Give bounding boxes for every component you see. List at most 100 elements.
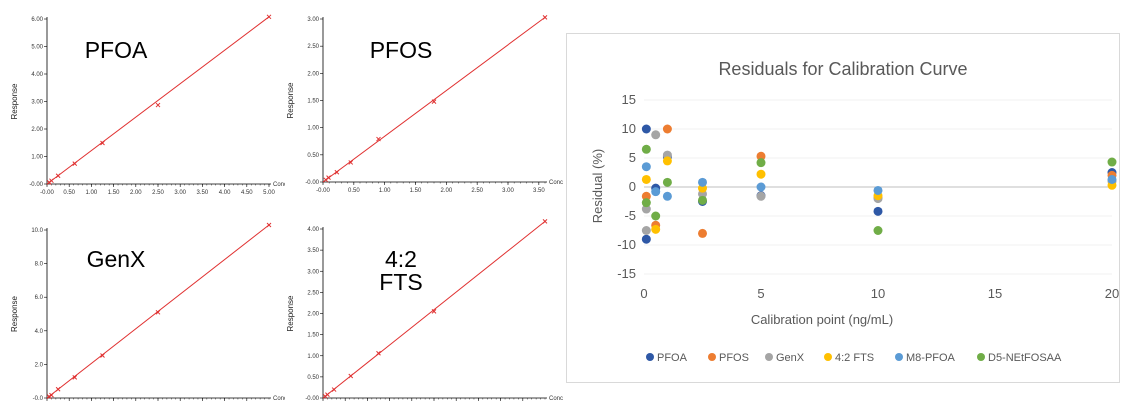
calibration-chart-pfoa: -0.00 1.00 2.00 3.00 4.00 5.00 6.00 -0.00 0.50 1.…	[0, 0, 287, 205]
calibration-point	[49, 392, 54, 398]
y-tick-label: 10.0	[31, 228, 43, 234]
legend-item: D5-NEtFOSAA	[977, 352, 1062, 364]
legend-item: PFOA	[646, 352, 688, 364]
y-tick-label: 2.00	[307, 71, 319, 77]
legend-item: PFOS	[708, 352, 749, 364]
residuals-chart: Residuals for Calibration Curve Calibrat…	[566, 33, 1120, 383]
point-marker-stroke	[55, 386, 61, 392]
chart-area-border	[566, 33, 1120, 383]
legend-label: 4:2 FTS	[835, 352, 874, 364]
residual-point	[651, 187, 661, 197]
legend-label: GenX	[776, 352, 805, 364]
calibration-point	[55, 386, 61, 392]
y-tick-label: 5.00	[31, 45, 43, 51]
point-marker-stroke	[348, 160, 354, 165]
x-axis-label: Conc	[549, 396, 563, 402]
compound-label: GenX	[87, 246, 146, 272]
point-marker-stroke	[55, 173, 61, 179]
calibration-chart-pfoa-svg: -0.00 1.00 2.00 3.00 4.00 5.00 6.00 -0.00 0.50 1.…	[10, 14, 287, 196]
calibration-chart-fts: -0.000.501.001.502.002.503.003.504.00-0.…	[285, 203, 570, 408]
point-marker-stroke	[49, 392, 54, 398]
residual-point	[662, 156, 672, 166]
legend-label: M8-PFOA	[906, 352, 956, 364]
residual-point	[698, 228, 707, 238]
residual-point	[641, 226, 651, 235]
y-tick-label: 6.0	[35, 295, 44, 301]
calibration-point	[46, 394, 52, 400]
x-tick-label: 4.00	[219, 190, 231, 196]
point-marker-stroke	[542, 219, 548, 224]
x-axis-label: Calibration point (ng/mL)	[751, 312, 893, 327]
x-tick-label: 1.50	[108, 190, 120, 196]
residual-point	[756, 182, 766, 192]
y-tick-label: -10	[617, 237, 636, 252]
residual-point	[651, 211, 661, 221]
y-tick-label: 3.00	[307, 17, 319, 23]
point-marker-stroke	[46, 394, 52, 400]
x-axis-label: Conc	[273, 182, 285, 188]
y-axis-label: Residual (%)	[590, 149, 605, 223]
y-tick-label: 0.50	[307, 153, 319, 159]
y-tick-label: 2.00	[307, 312, 319, 318]
calibration-line	[322, 221, 546, 399]
y-tick-label: 15	[622, 92, 636, 107]
x-tick-label: 0.50	[348, 188, 360, 194]
residual-point	[641, 198, 651, 208]
compound-label: PFOA	[85, 37, 148, 63]
x-tick-label: 2.50	[471, 188, 483, 194]
x-tick-label: 20	[1105, 286, 1119, 301]
residual-point	[756, 191, 766, 201]
calibration-point	[100, 140, 105, 146]
residual-point	[662, 177, 672, 187]
legend-marker	[824, 353, 832, 361]
x-tick-label: 15	[988, 286, 1002, 301]
calibration-point	[155, 309, 161, 315]
residual-point	[651, 224, 661, 234]
y-tick-label: -0.00	[305, 396, 319, 402]
calibration-point	[49, 178, 54, 184]
x-tick-label: 2.50	[152, 190, 164, 196]
residual-point	[641, 191, 651, 201]
legend-label: D5-NEtFOSAA	[988, 352, 1062, 364]
y-tick-label: 3.00	[307, 269, 319, 275]
y-tick-label: 3.50	[307, 248, 319, 254]
residual-point	[1107, 174, 1117, 184]
legend-marker	[895, 353, 903, 361]
x-tick-label: 3.50	[533, 188, 545, 194]
calibration-line	[322, 16, 546, 183]
point-marker-stroke	[348, 373, 354, 379]
residual-point	[873, 206, 883, 216]
y-tick-label: -5	[624, 208, 636, 223]
y-tick-label: -0.00	[29, 182, 43, 188]
y-tick-label: 1.50	[307, 99, 319, 105]
point-marker-stroke	[266, 14, 272, 20]
residual-point	[1107, 157, 1117, 167]
point-marker-stroke	[155, 309, 161, 315]
calibration-chart-pfos: -0.00 0.50 1.00 1.50 2.00 2.50 3.00 -0.00 0.50 1.…	[285, 0, 570, 205]
calibration-line	[46, 224, 270, 399]
x-tick-label: 5	[757, 286, 764, 301]
x-tick-label: 3.00	[174, 190, 186, 196]
calibration-chart-genx: -0.02.04.06.08.010.0-0.000.501.001.502.0…	[0, 203, 287, 408]
point-marker-stroke	[431, 99, 437, 104]
y-tick-label: 2.50	[307, 290, 319, 296]
point-marker-stroke	[155, 102, 161, 108]
point-marker-stroke	[542, 15, 548, 20]
calibration-point	[100, 353, 105, 358]
point-marker-stroke	[72, 161, 78, 167]
y-tick-label: 1.50	[307, 333, 319, 339]
x-tick-label: 5.00	[263, 190, 275, 196]
calibration-point	[331, 387, 337, 392]
point-marker-stroke	[266, 222, 272, 228]
point-marker-stroke	[100, 140, 105, 146]
residual-point	[873, 185, 883, 195]
x-tick-label: -0.00	[40, 190, 54, 196]
calibration-chart-fts-svg: -0.000.501.001.502.002.503.003.504.00-0.…	[286, 219, 563, 408]
residual-point	[641, 204, 651, 214]
y-tick-label: 4.00	[307, 227, 319, 233]
residual-point	[641, 144, 651, 154]
y-axis-label: Response	[10, 83, 19, 120]
y-tick-label: 4.00	[31, 72, 43, 78]
x-tick-label: 1.00	[86, 190, 98, 196]
point-marker-stroke	[376, 136, 381, 142]
